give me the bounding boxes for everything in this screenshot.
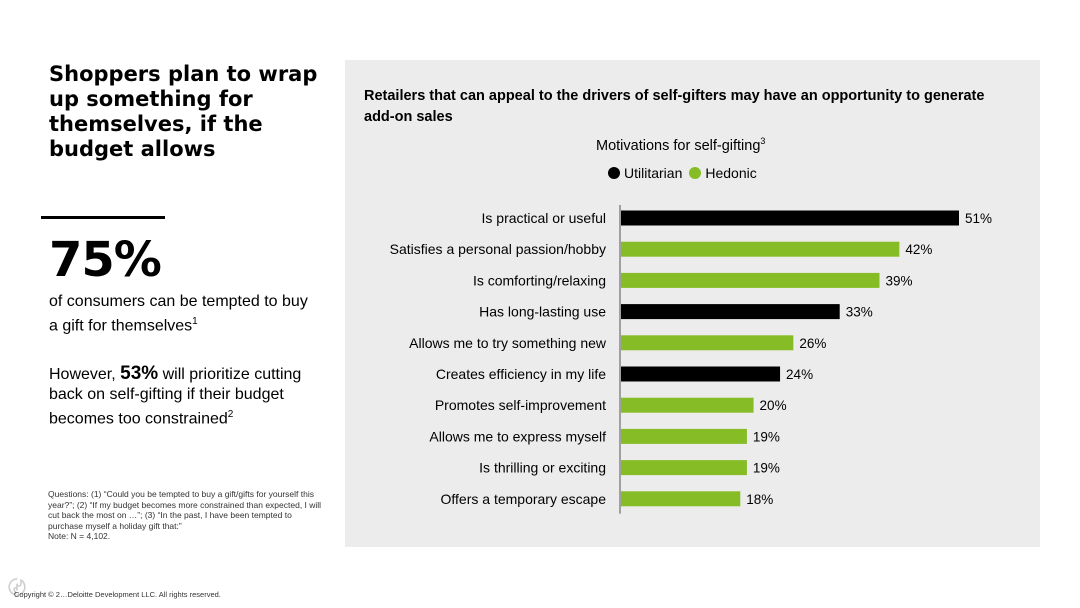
bar [621, 491, 741, 507]
category-label: Is thrilling or exciting [479, 460, 606, 476]
note-footnote-ref: 2 [227, 409, 234, 420]
legend-swatch-hedonic [689, 167, 702, 179]
category-label: Is comforting/relaxing [473, 272, 606, 288]
copyright: Copyright © 2…Deloitte Development LLC. … [14, 590, 221, 599]
big-stat: 75% [49, 232, 162, 288]
value-label: 20% [760, 398, 787, 413]
stat-footnote-ref: 1 [192, 316, 198, 327]
bar [621, 241, 900, 257]
note-prefix: However, [49, 366, 121, 383]
legend-label-hedonic: Hedonic [705, 165, 757, 181]
divider-rule [41, 216, 165, 219]
chart-panel: Retailers that can appeal to the drivers… [345, 60, 1040, 547]
bar [621, 460, 747, 476]
legend-item-hedonic: Hedonic [689, 165, 757, 181]
category-label: Allows me to try something new [409, 335, 607, 351]
chart-title-text: Motivations for self-gifting3 [596, 136, 765, 154]
sample-note: Note: N = 4,102. [48, 531, 111, 541]
watermark-logo: 〄 [8, 578, 26, 598]
value-label: 33% [846, 305, 873, 320]
chart-title-sup: 3 [760, 136, 766, 146]
headline: Shoppers plan to wrap up something for t… [49, 62, 318, 161]
footnotes: Questions: (1) “Could you be tempted to … [48, 489, 323, 542]
note-stat: 53% [120, 363, 159, 384]
note-suffix: will prioritize cutting back on self-gif… [49, 366, 302, 428]
category-label: Satisfies a personal passion/hobby [390, 241, 606, 257]
category-label: Has long-lasting use [479, 304, 606, 320]
value-label: 18% [746, 492, 773, 507]
value-label: 39% [885, 273, 912, 288]
stat-description: of consumers can be tempted to buy a gif… [49, 292, 309, 336]
category-label: Creates efficiency in my life [436, 366, 606, 382]
category-label: Allows me to express myself [429, 428, 606, 444]
value-label: 26% [799, 336, 826, 351]
value-label: 19% [753, 429, 780, 444]
bar-chart: Is practical or useful 51% Satisfies a per… [390, 205, 992, 514]
bar [621, 335, 794, 351]
chart-legend: Utilitarian Hedonic [608, 165, 764, 181]
legend-swatch-utilitarian [608, 167, 620, 179]
category-label: Is practical or useful [482, 210, 607, 226]
category-label: Promotes self-improvement [435, 397, 606, 413]
bar [621, 210, 959, 226]
bar [621, 272, 880, 288]
stat-description-text: of consumers can be tempted to buy a gif… [49, 293, 308, 335]
panel-title: Retailers that can appeal to the drivers… [364, 88, 985, 125]
bar [621, 304, 840, 320]
bar [621, 428, 747, 444]
category-label: Offers a temporary escape [441, 491, 607, 507]
value-label: 19% [753, 461, 780, 476]
bar [621, 366, 781, 382]
secondary-stat: However, 53% will prioritize cutting bac… [49, 364, 319, 429]
chart-title-label: Motivations for self-gifting [596, 137, 761, 154]
left-column: Shoppers plan to wrap up something for t… [49, 62, 329, 162]
legend-label-utilitarian: Utilitarian [624, 165, 683, 181]
value-label: 42% [905, 242, 932, 257]
bar [621, 397, 754, 413]
value-label: 51% [965, 211, 992, 226]
legend-item-utilitarian: Utilitarian [608, 165, 682, 181]
value-label: 24% [786, 367, 813, 382]
questions-text: Questions: (1) “Could you be tempted to … [48, 489, 322, 531]
